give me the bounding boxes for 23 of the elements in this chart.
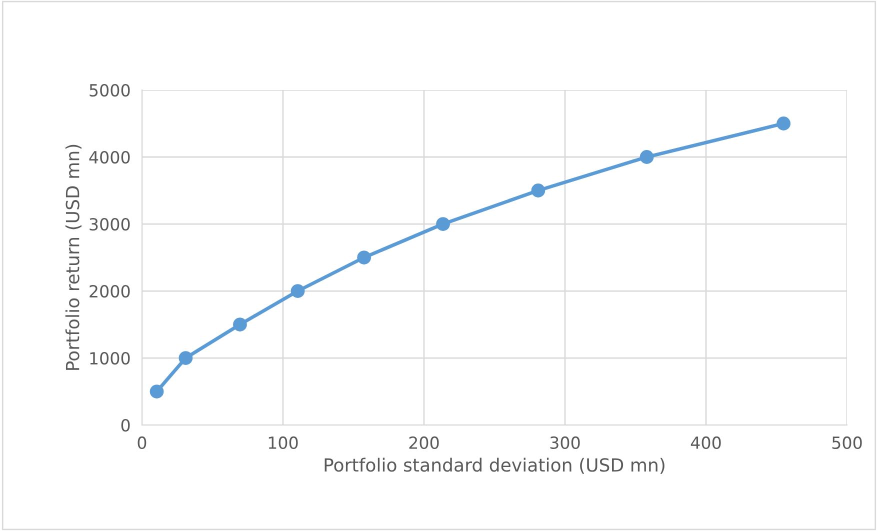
- y-tick-label: 2000: [90, 284, 130, 298]
- point: [233, 318, 247, 332]
- y-tick-label: 4000: [89, 150, 130, 164]
- point: [776, 116, 790, 130]
- point: [290, 284, 305, 298]
- x-tick-label: 400: [690, 436, 721, 450]
- x-axis-title: Portfolio standard deviation (USD mn): [324, 458, 664, 474]
- point: [531, 184, 546, 198]
- y-tick-label: 5000: [90, 84, 130, 97]
- y-axis-title: Portfolio return (USD mn): [65, 144, 82, 370]
- x-tick-label: 300: [550, 436, 580, 450]
- point: [436, 217, 450, 231]
- y-tick-label: 1000: [90, 352, 130, 365]
- y-tick-label: 0: [121, 418, 130, 432]
- point: [640, 150, 654, 164]
- y-tick-label: 3000: [90, 218, 130, 231]
- x-tick-label: 0: [138, 436, 146, 450]
- point: [178, 351, 193, 365]
- point: [150, 384, 164, 398]
- point: [357, 250, 372, 264]
- x-tick-label: 200: [409, 436, 439, 450]
- x-tick-label: 500: [832, 436, 862, 450]
- x-tick-label: 100: [268, 436, 298, 450]
